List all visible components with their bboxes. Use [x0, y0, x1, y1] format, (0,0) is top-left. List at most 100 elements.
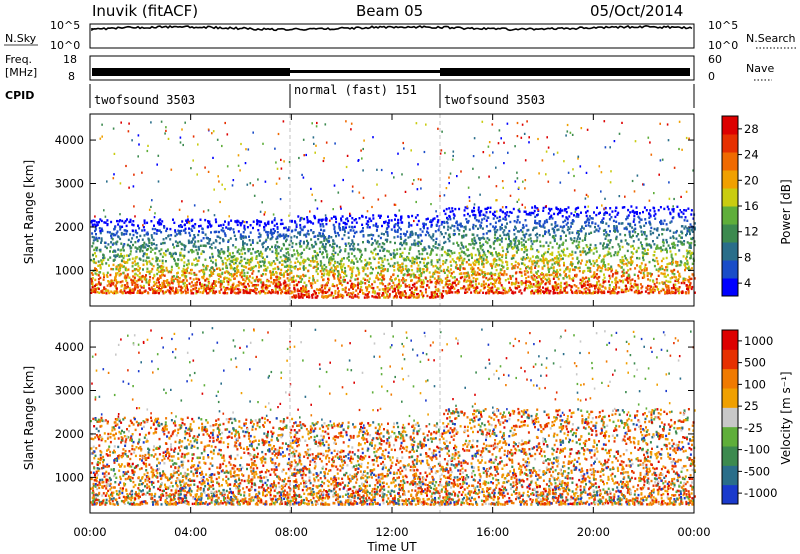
scatter-cell: [300, 287, 303, 290]
scatter-cell: [334, 251, 337, 255]
scatter-cell: [610, 267, 613, 271]
scatter-cell: [472, 223, 475, 227]
scatter-cell: [491, 266, 493, 270]
scatter-cell: [631, 230, 634, 233]
scatter-cell: [352, 245, 355, 248]
scatter-cell: [133, 276, 136, 279]
scatter-cell: [492, 242, 495, 246]
scatter-cell: [589, 267, 592, 270]
scatter-cell: [630, 251, 633, 254]
scatter-cell: [312, 260, 315, 263]
scatter-cell: [394, 213, 397, 217]
scatter-cell: [350, 122, 353, 125]
scatter-cell: [243, 242, 246, 245]
scatter-cell: [350, 243, 353, 246]
scatter-cell: [486, 241, 489, 245]
scatter-cell: [266, 222, 269, 225]
scatter-cell: [364, 247, 367, 251]
scatter-cell: [332, 246, 335, 250]
scatter-cell: [277, 276, 280, 279]
scatter-cell: [219, 200, 221, 204]
scatter-cell: [403, 240, 406, 243]
scatter-cell: [436, 290, 439, 293]
scatter-cell: [161, 286, 163, 289]
scatter-cell: [441, 246, 444, 249]
scatter-cell: [483, 237, 486, 240]
scatter-cell: [168, 290, 171, 294]
scatter-cell: [196, 173, 198, 176]
scatter-cell: [286, 283, 289, 287]
scatter-cell: [379, 249, 382, 252]
scatter-cell: [234, 258, 237, 261]
scatter-cell: [326, 253, 329, 256]
scatter-cell: [154, 290, 157, 293]
scatter-cell: [156, 268, 159, 272]
scatter-cell: [247, 248, 250, 251]
scatter-cell: [637, 277, 640, 280]
scatter-cell: [160, 268, 163, 272]
scatter-cell: [381, 266, 383, 270]
scatter-cell: [127, 130, 130, 133]
scatter-cell: [396, 248, 399, 251]
scatter-cell: [288, 243, 291, 247]
scatter-cell: [206, 242, 209, 245]
scatter-cell: [127, 254, 130, 257]
scatter-cell: [176, 291, 179, 294]
scatter-cell: [111, 238, 114, 241]
scatter-cell: [192, 278, 195, 281]
scatter-cell: [302, 285, 304, 288]
scatter-cell: [392, 252, 395, 255]
scatter-cell: [415, 288, 418, 292]
scatter-cell: [124, 284, 126, 287]
scatter-cell: [520, 274, 523, 277]
scatter-cell: [482, 236, 485, 239]
scatter-cell: [587, 269, 590, 272]
scatter-cell: [210, 243, 213, 246]
scatter-cell: [107, 243, 110, 246]
scatter-cell: [179, 225, 182, 228]
scatter-cell: [164, 260, 167, 263]
scatter-cell: [540, 225, 543, 228]
scatter-cell: [91, 223, 94, 227]
scatter-cell: [596, 264, 599, 267]
scatter-cell: [148, 283, 151, 287]
scatter-cell: [495, 259, 498, 262]
scatter-cell: [315, 125, 318, 128]
scatter-cell: [134, 229, 137, 232]
scatter-cell: [435, 223, 438, 227]
scatter-cell: [474, 214, 477, 217]
scatter-cell: [392, 296, 395, 299]
scatter-cell: [177, 275, 179, 279]
scatter-cell: [319, 270, 322, 273]
scatter-cell: [303, 281, 306, 284]
scatter-cell: [246, 226, 249, 229]
scatter-cell: [92, 242, 95, 245]
scatter-cell: [119, 264, 122, 268]
scatter-cell: [139, 248, 142, 251]
scatter-cell: [125, 232, 128, 236]
scatter-cell: [671, 272, 674, 275]
scatter-cell: [144, 275, 147, 279]
scatter-cell: [586, 219, 589, 222]
scatter-cell: [521, 230, 524, 233]
scatter-cell: [157, 278, 160, 282]
scatter-cell: [123, 243, 126, 246]
scatter-cell: [127, 238, 130, 242]
scatter-cell: [227, 246, 230, 249]
scatter-cell: [566, 267, 569, 271]
scatter-cell: [690, 209, 693, 212]
scatter-cell: [335, 296, 338, 299]
scatter-cell: [156, 163, 158, 166]
scatter-cell: [101, 229, 104, 233]
scatter-cell: [256, 219, 259, 222]
scatter-cell: [391, 172, 393, 175]
scatter-cell: [218, 255, 221, 258]
scatter-cell: [193, 226, 196, 229]
scatter-cell: [357, 286, 359, 290]
scatter-cell: [536, 222, 539, 225]
scatter-cell: [253, 290, 256, 293]
scatter-cell: [584, 224, 587, 227]
scatter-cell: [158, 229, 161, 232]
scatter-cell: [220, 288, 223, 291]
scatter-cell: [114, 233, 117, 237]
